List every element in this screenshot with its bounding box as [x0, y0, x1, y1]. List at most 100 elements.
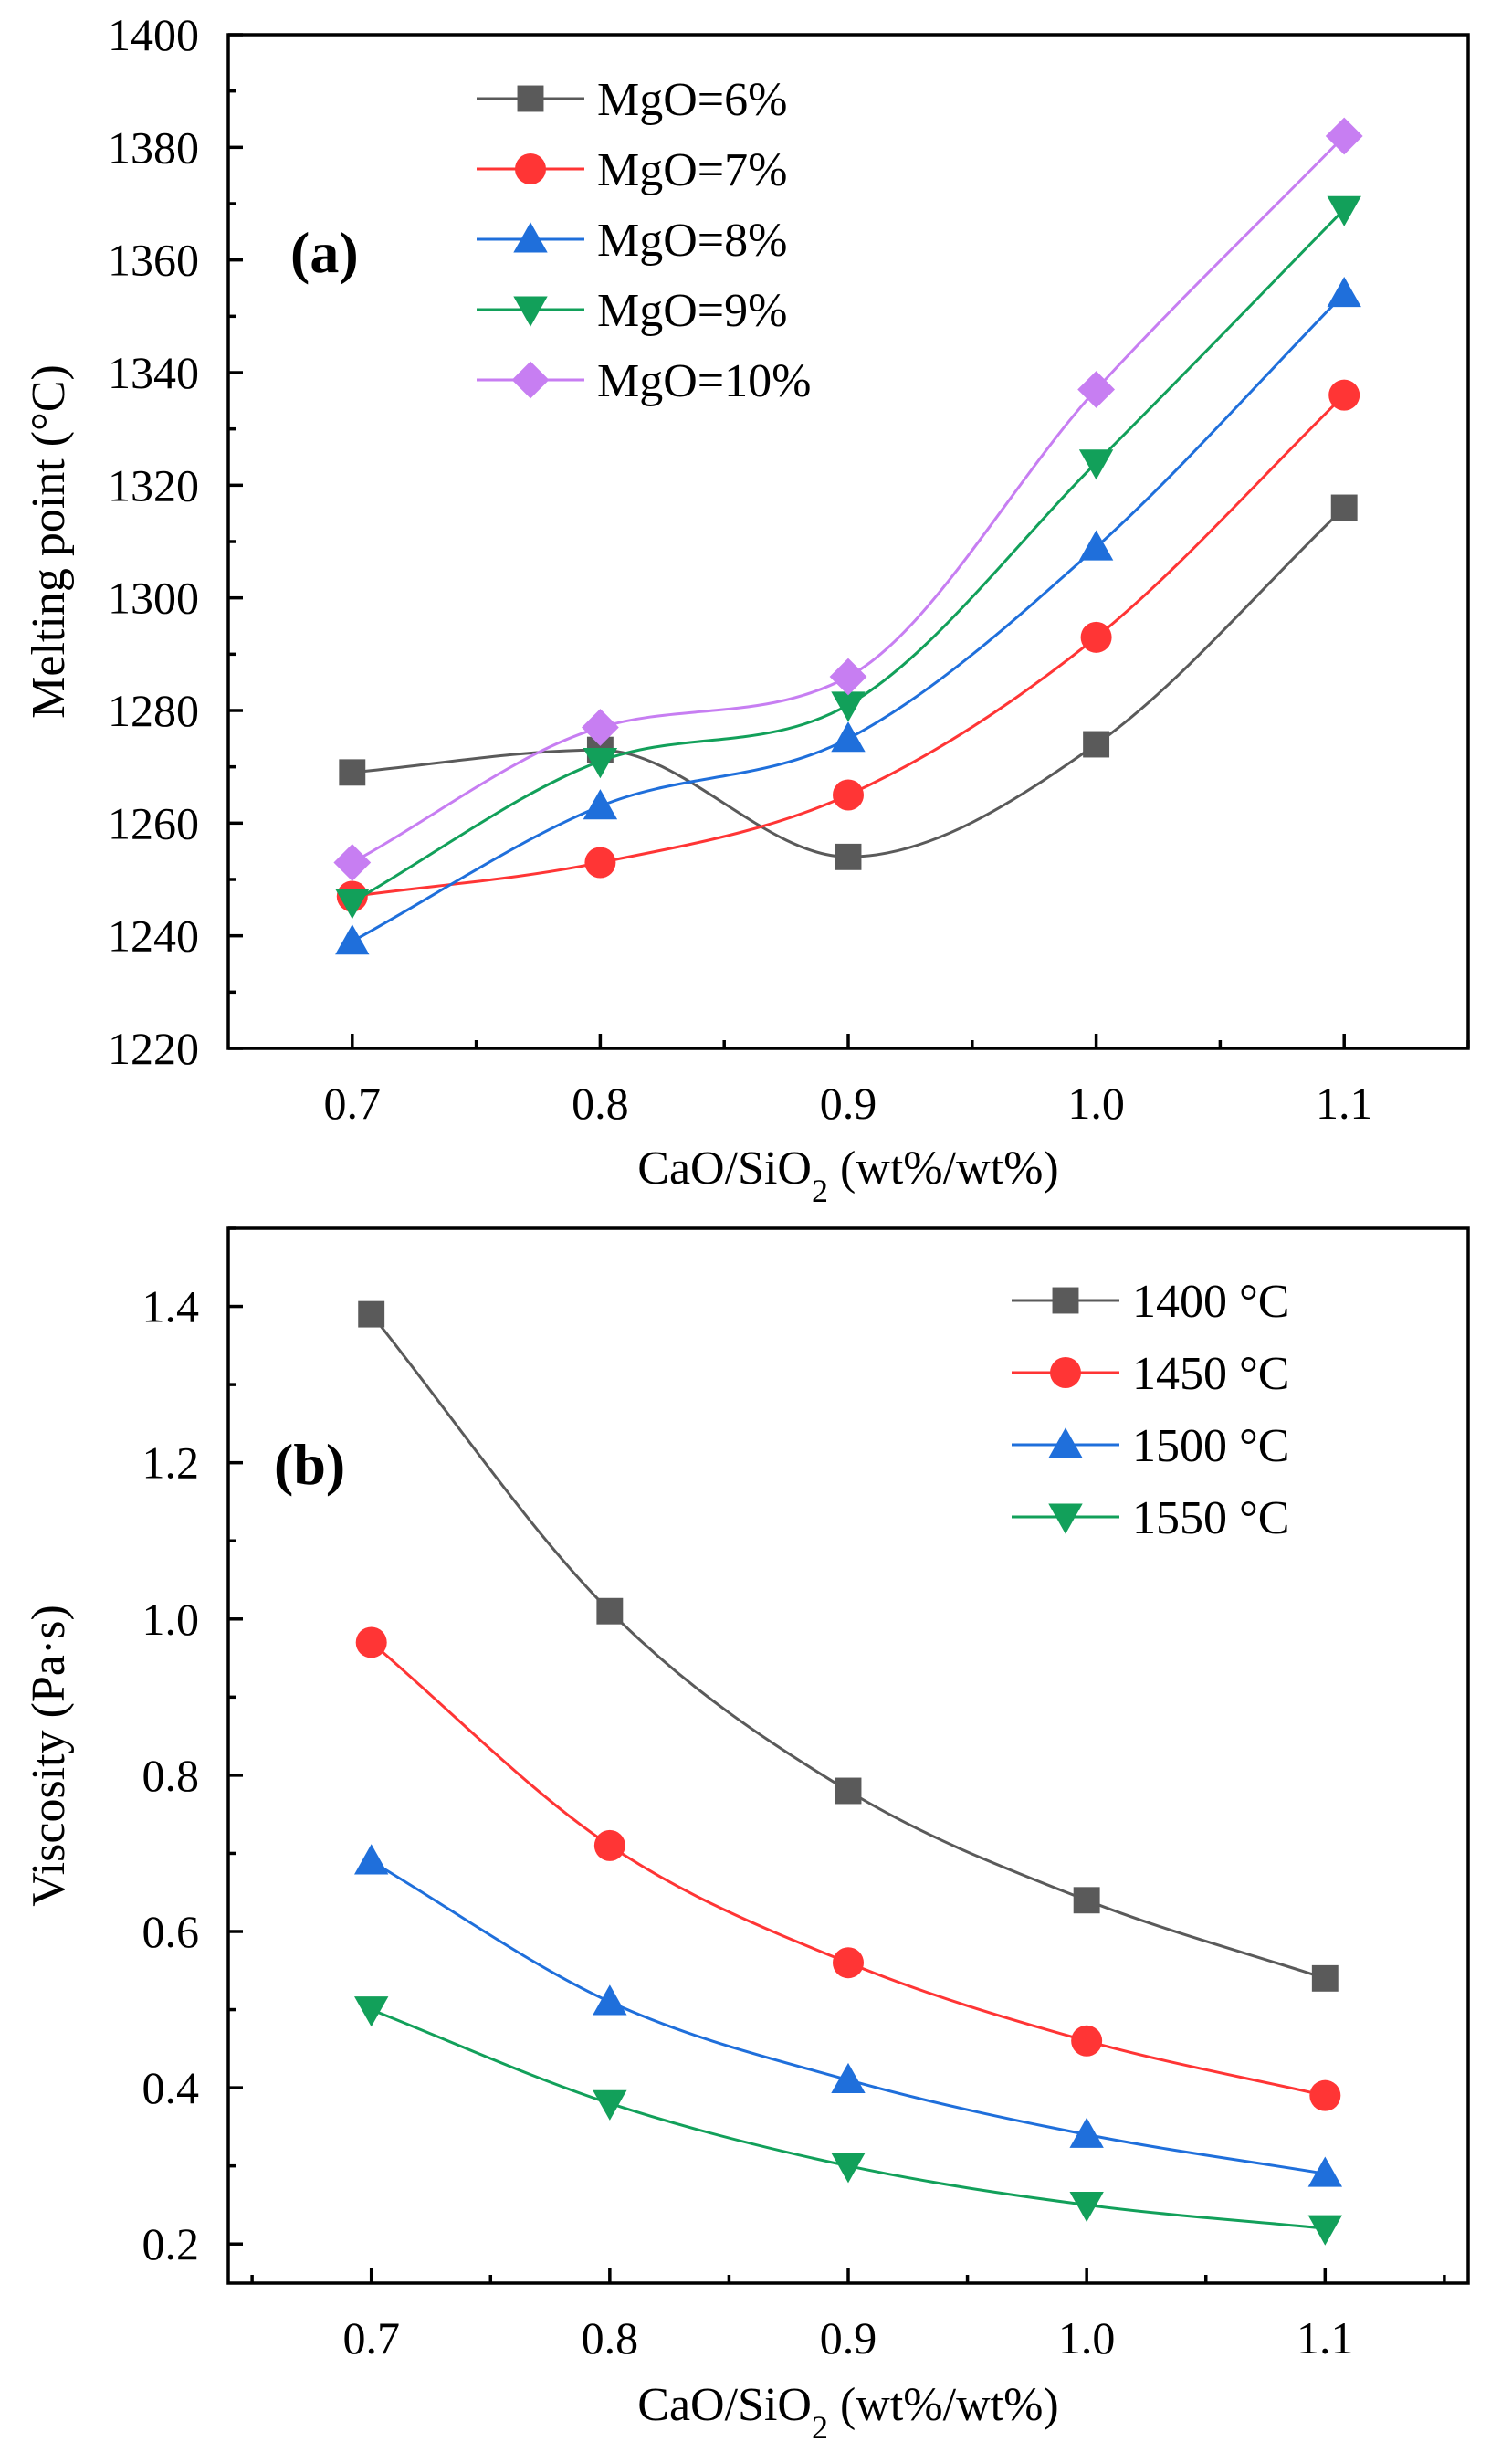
y-tick-label: 0.8 — [142, 1750, 200, 1801]
y-tick-label: 1400 — [108, 9, 199, 60]
data-point — [1083, 731, 1110, 758]
y-tick-label: 1.2 — [142, 1437, 200, 1489]
data-point — [333, 844, 372, 881]
data-point — [833, 779, 864, 811]
series-1 — [358, 1300, 1339, 1992]
legend-entry: 1500 °C — [1012, 1420, 1289, 1472]
data-point — [1327, 276, 1361, 308]
legend-label: 1550 °C — [1132, 1492, 1289, 1544]
y-tick-label: 1380 — [108, 121, 199, 173]
x-tick-label: 0.7 — [342, 2312, 400, 2363]
legend-marker — [1048, 1427, 1083, 1458]
data-point — [353, 1844, 389, 1875]
data-point — [1073, 1887, 1100, 1914]
x-tick-label: 0.9 — [820, 2312, 877, 2363]
data-point — [831, 691, 866, 722]
series-4 — [335, 195, 1361, 920]
x-tick-label: 0.8 — [582, 2312, 639, 2363]
legend-label: MgO=10% — [597, 355, 811, 407]
data-point — [335, 889, 370, 920]
series-4 — [353, 1996, 1343, 2246]
data-point — [1311, 1964, 1339, 1992]
legend-marker — [515, 153, 546, 184]
panel-label: (a) — [290, 220, 359, 285]
series-3 — [353, 1844, 1343, 2187]
data-point — [1077, 371, 1115, 408]
y-tick-label: 1240 — [108, 910, 199, 962]
data-point — [593, 2089, 627, 2121]
data-point — [1328, 379, 1360, 411]
y-tick-label: 1220 — [108, 1023, 199, 1074]
legend-marker — [1050, 1357, 1081, 1388]
data-point — [593, 1829, 625, 1861]
legend-entry: MgO=7% — [477, 144, 787, 196]
data-point — [339, 759, 366, 786]
y-tick-label: 0.4 — [142, 2062, 200, 2113]
y-tick-label: 1320 — [108, 459, 199, 511]
x-tick-label: 0.9 — [820, 1078, 877, 1129]
legend-marker — [517, 85, 544, 112]
series-line — [371, 2008, 1326, 2230]
data-point — [831, 2062, 866, 2094]
legend-label: MgO=8% — [597, 215, 787, 267]
y-axis-title: Melting point (°C) — [23, 364, 75, 719]
data-point — [335, 924, 370, 955]
x-tick-label: 0.8 — [572, 1078, 629, 1129]
x-axis-title-subscript: 2 — [812, 1173, 828, 1209]
legend-label: 1500 °C — [1132, 1420, 1289, 1472]
data-point — [831, 2153, 866, 2184]
series-line — [352, 134, 1346, 864]
y-axis-title: Viscosity (Pa·s) — [23, 1605, 75, 1907]
y-tick-label: 1.4 — [142, 1281, 200, 1332]
data-point — [1080, 621, 1112, 653]
legend-marker — [1048, 1503, 1083, 1534]
series-line — [370, 1641, 1326, 2098]
legend-entry: 1450 °C — [1012, 1348, 1289, 1400]
x-axis-title-tail: (wt%/wt%) — [828, 1142, 1059, 1195]
legend-entry: MgO=10% — [477, 355, 811, 407]
panel-a-melting-point-chart: 1220 1240 1260 1280 1300 1320 1340 1360 1380 1400… — [23, 9, 1470, 1209]
data-point — [596, 1597, 624, 1625]
series-line — [370, 1313, 1326, 1980]
y-tick-label: 1280 — [108, 685, 199, 736]
legend-label: 1400 °C — [1132, 1276, 1289, 1328]
data-point — [358, 1300, 385, 1328]
x-axis-title-tail: (wt%/wt%) — [828, 2379, 1059, 2431]
data-point — [1327, 195, 1361, 226]
series-3 — [335, 276, 1361, 955]
x-tick-label: 0.7 — [324, 1078, 382, 1129]
data-point — [1325, 117, 1363, 155]
data-point — [831, 721, 866, 753]
legend-label: MgO=7% — [597, 144, 787, 196]
legend-marker — [513, 222, 548, 253]
series-2 — [355, 1626, 1341, 2111]
y-tick-label: 1260 — [108, 797, 199, 848]
plot-frame — [226, 33, 1470, 1050]
x-tick-label: 1.1 — [1316, 1078, 1373, 1129]
legend-marker — [1052, 1287, 1079, 1314]
y-tick-label: 1.0 — [142, 1594, 200, 1645]
legend-entry: 1550 °C — [1012, 1492, 1289, 1544]
data-point — [1309, 2079, 1341, 2111]
x-tick-label: 1.0 — [1058, 2312, 1116, 2363]
legend-entry: 1400 °C — [1012, 1276, 1289, 1328]
data-point — [583, 789, 618, 820]
panel-b-viscosity-chart: 0.2 0.4 0.6 0.8 1.0 1.2 1.4 0.7 0.8 0.9 1.0 1.1 CaO/… — [23, 1226, 1470, 2442]
x-tick-label: 1.0 — [1067, 1078, 1125, 1129]
data-point — [835, 843, 862, 870]
y-tick-label: 0.6 — [142, 1906, 200, 1957]
data-point — [1069, 2117, 1104, 2148]
data-point — [1307, 2156, 1343, 2187]
data-point — [593, 1984, 627, 2016]
legend-label: MgO=6% — [597, 74, 787, 126]
data-point — [835, 1777, 862, 1805]
legend-label: MgO=9% — [597, 285, 787, 337]
data-point — [833, 1947, 864, 1979]
data-point — [1330, 494, 1358, 521]
series-line — [352, 394, 1346, 898]
x-axis-title-main: CaO/SiO — [637, 2379, 812, 2431]
data-point — [1078, 530, 1114, 561]
x-axis-title-main: CaO/SiO — [637, 1142, 812, 1195]
legend-entry: MgO=6% — [477, 74, 787, 126]
